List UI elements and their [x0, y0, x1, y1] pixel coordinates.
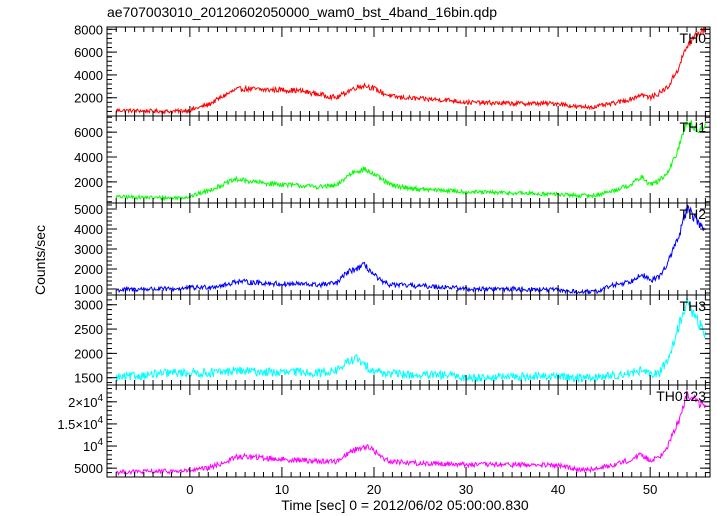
x-tick-label: 40: [551, 482, 565, 497]
panel-label-th0123: TH0123: [656, 388, 706, 404]
y-tick-label: 6000: [74, 125, 103, 140]
series-th3-line: [115, 297, 706, 384]
x-tick-label: 10: [275, 482, 289, 497]
y-tick-label: 2000: [74, 262, 103, 277]
panel-frame: [106, 384, 711, 478]
y-tick-label: 2×104: [68, 393, 103, 410]
panel-frame: [106, 202, 711, 296]
y-tick-label: 4000: [74, 150, 103, 165]
x-axis: 0 10 20 30 40 50: [186, 482, 657, 497]
panel-label-th0: TH0: [680, 30, 707, 46]
y-tick-label: 1.5×104: [57, 415, 103, 432]
y-tick-label: 6000: [74, 45, 103, 60]
x-tick-label: 0: [186, 482, 193, 497]
panel-th2: 1000 2000 3000 4000 5000 TH2: [74, 202, 711, 297]
y-tick-label: 8000: [74, 22, 103, 37]
panel-th0123: 5000 104 1.5×104 2×104 TH0123: [57, 384, 711, 478]
panel-th3: 1500 2000 2500 3000 TH3: [74, 294, 711, 386]
x-tick-label: 50: [643, 482, 657, 497]
y-tick-label: 3000: [74, 242, 103, 257]
panel-th0: 2000 4000 6000 8000 TH0: [74, 22, 711, 117]
panel-label-th3: TH3: [680, 298, 707, 314]
series-th1-line: [115, 119, 706, 202]
series-th0123-line: [115, 390, 706, 476]
y-tick-label: 1500: [74, 371, 103, 386]
y-axis-label: Counts/sec: [32, 225, 48, 295]
series-th2-line: [116, 204, 706, 295]
x-tick-label: 30: [459, 482, 473, 497]
y-tick-label: 5000: [74, 461, 103, 476]
series-th0-line: [115, 27, 706, 115]
y-tick-label: 3000: [74, 298, 103, 313]
panel-label-th1: TH1: [680, 119, 707, 135]
y-tick-label: 1000: [74, 282, 103, 297]
x-axis-label: Time [sec] 0 = 2012/06/02 05:00:00.830: [281, 497, 529, 513]
panels: 2000 4000 6000 8000 TH0 2000 4000 6000 TH1 1000 20…: [57, 22, 711, 478]
y-tick-label: 2500: [74, 322, 103, 337]
y-tick-label: 104: [83, 437, 103, 454]
chart-title: ae707003010_20120602050000_wam0_bst_4ban…: [107, 4, 497, 20]
y-tick-label: 2000: [74, 346, 103, 361]
x-tick-label: 20: [367, 482, 381, 497]
panel-th1: 2000 4000 6000 TH1: [74, 115, 711, 204]
y-tick-label: 2000: [74, 175, 103, 190]
y-tick-label: 4000: [74, 222, 103, 237]
y-tick-label: 4000: [74, 68, 103, 83]
y-tick-label: 5000: [74, 202, 103, 217]
panel-label-th2: TH2: [680, 206, 707, 222]
y-tick-label: 2000: [74, 91, 103, 106]
